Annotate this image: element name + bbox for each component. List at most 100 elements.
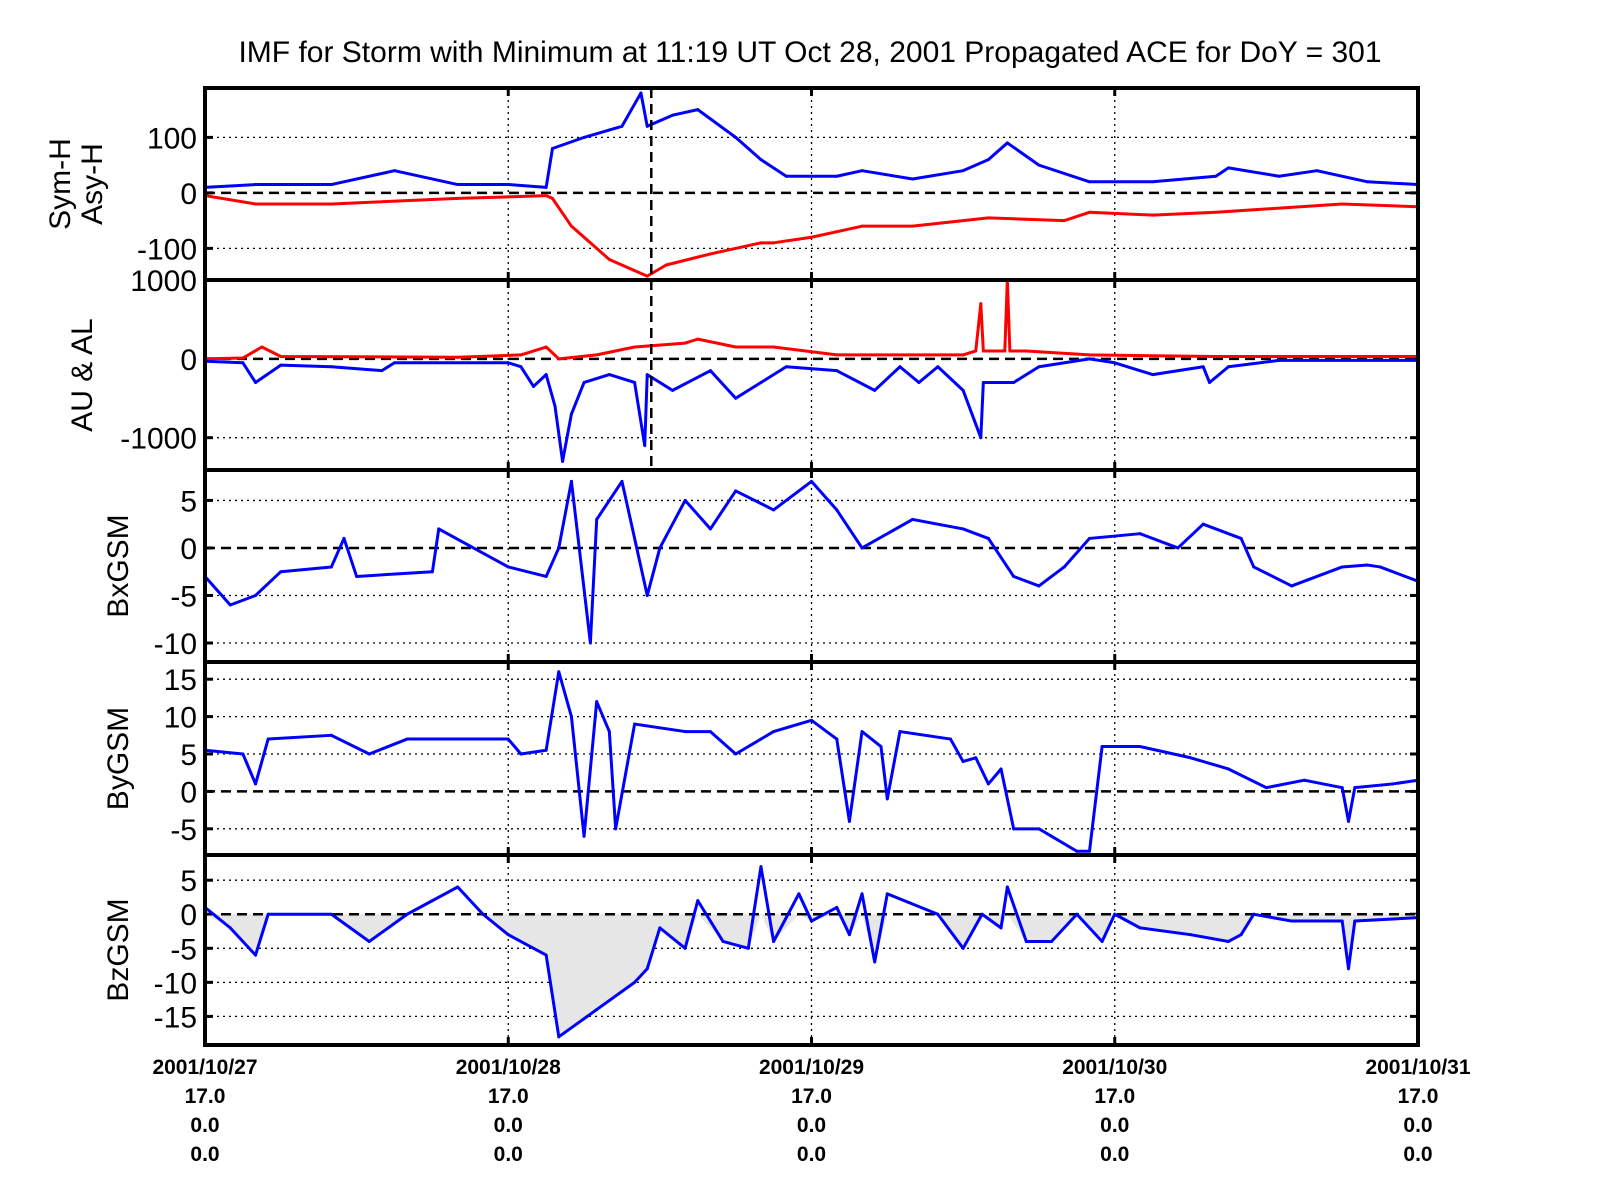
data-point (254, 593, 258, 597)
data-point (260, 345, 264, 349)
data-point (734, 135, 738, 139)
data-point (557, 357, 561, 361)
data-point (544, 574, 548, 578)
data-point (620, 479, 624, 483)
data-point (835, 369, 839, 373)
x-tick-label: 2001/10/27 (152, 1056, 257, 1079)
data-point (734, 345, 738, 349)
data-point (367, 752, 371, 756)
data-point (999, 926, 1003, 930)
data-point (1353, 919, 1357, 923)
data-point (607, 257, 611, 261)
data-point (380, 369, 384, 373)
data-point (557, 670, 561, 674)
data-point (835, 737, 839, 741)
data-point (696, 337, 700, 341)
plot-area (205, 479, 1418, 645)
data-point (506, 183, 510, 187)
data-point (481, 912, 485, 916)
panel-3: 15 10 5 0 -5 ByGSM (102, 660, 1420, 857)
x-tick-label: 0.0 (494, 1114, 523, 1137)
data-point (607, 373, 611, 377)
data-point (986, 216, 990, 220)
data-point (1347, 967, 1351, 971)
x-tick-label: 2001/10/29 (759, 1056, 864, 1079)
data-point (1113, 912, 1117, 916)
data-point (405, 912, 409, 916)
data-point (721, 939, 725, 943)
y-tick-label: -100 (137, 233, 197, 266)
data-point (911, 517, 915, 521)
data-point (633, 980, 637, 984)
data-point (873, 960, 877, 964)
data-point (1087, 357, 1091, 361)
data-point (633, 345, 637, 349)
data-point (1176, 546, 1180, 550)
data-point (784, 174, 788, 178)
data-point (961, 388, 965, 392)
data-point (1315, 169, 1319, 173)
x-tick-label: 0.0 (1403, 1114, 1432, 1137)
data-point (595, 517, 599, 521)
data-point (885, 797, 889, 801)
data-point (329, 912, 333, 916)
data-point (553, 404, 557, 408)
data-point (860, 169, 864, 173)
data-point (1264, 786, 1268, 790)
data-point (1003, 349, 1007, 353)
data-point (1075, 912, 1079, 916)
data-point (506, 933, 510, 937)
y-axis-label: AU & AL (66, 318, 99, 431)
data-point (582, 380, 586, 384)
data-point (1340, 202, 1344, 206)
y-tick-label: 0 (180, 776, 197, 809)
y-tick-label: 10 (164, 702, 197, 735)
data-point (1087, 849, 1091, 853)
y-tick-label: -5 (170, 580, 197, 613)
data-point (683, 730, 687, 734)
data-point (860, 730, 864, 734)
y-tick-label: 1000 (130, 265, 197, 298)
data-point (1037, 827, 1041, 831)
data-point (456, 196, 460, 200)
data-point (1012, 827, 1016, 831)
data-point (873, 388, 877, 392)
data-point (898, 730, 902, 734)
data-point (835, 353, 839, 357)
y-tick-label: 5 (180, 485, 197, 518)
data-point (961, 527, 965, 531)
data-point (1087, 353, 1091, 357)
data-point (961, 353, 965, 357)
data-point (1075, 849, 1079, 853)
plot-area (205, 670, 1418, 853)
data-point (1391, 782, 1395, 786)
y-axis-label: ByGSM (102, 707, 135, 810)
data-point (772, 345, 776, 349)
x-tick-label: 17.0 (1398, 1085, 1439, 1108)
data-point (708, 527, 712, 531)
series-asy-h (205, 91, 1418, 189)
panel-1: 1000 0 -1000 AU & AL (66, 265, 1420, 472)
data-point (550, 196, 554, 200)
data-point (683, 341, 687, 345)
data-point (759, 865, 763, 869)
y-tick-label: 100 (147, 122, 197, 155)
data-point (544, 345, 548, 349)
data-point (1302, 778, 1306, 782)
data-point (860, 892, 864, 896)
data-point (1290, 919, 1294, 923)
data-point (506, 565, 510, 569)
x-tick-label: 0.0 (797, 1143, 826, 1166)
data-point (1340, 919, 1344, 923)
series-sym-h (205, 194, 1418, 278)
data-point (847, 933, 851, 937)
data-point (241, 361, 245, 365)
data-point (1252, 912, 1256, 916)
data-point (1050, 939, 1054, 943)
data-point (1012, 574, 1016, 578)
panel-0: 100 0 -100 Sym-H Asy-H (44, 86, 1420, 282)
data-point (759, 241, 763, 245)
data-point (1138, 926, 1142, 930)
panel-frame (203, 278, 1420, 472)
y-tick-label: -5 (170, 814, 197, 847)
